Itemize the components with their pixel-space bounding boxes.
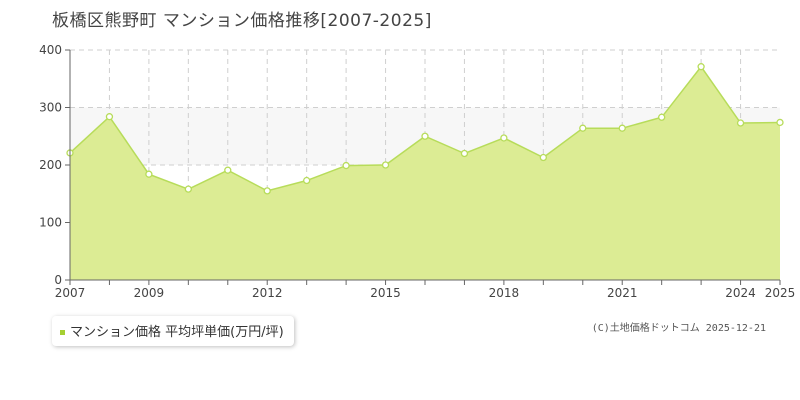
x-tick-label: 2025 — [765, 286, 796, 300]
x-tick-label: 2024 — [725, 286, 756, 300]
data-point — [224, 166, 232, 174]
data-point — [776, 118, 784, 127]
data-point — [697, 63, 705, 71]
x-tick-labels: 2007 2009 2012 2015 2018 2021 2024 2025 — [55, 286, 796, 300]
x-tick-label: 2015 — [370, 286, 401, 300]
y-tick-label: 300 — [39, 101, 62, 115]
data-point — [579, 124, 587, 132]
data-point — [342, 161, 350, 170]
legend: マンション価格 平均坪単価(万円/坪) — [52, 316, 294, 346]
data-point — [263, 187, 271, 195]
y-tick-label: 100 — [39, 216, 62, 230]
data-point — [539, 153, 547, 162]
x-tick-label: 2009 — [134, 286, 165, 300]
data-point — [105, 113, 114, 121]
axes — [65, 49, 781, 285]
data-points — [66, 63, 784, 195]
copyright-text: (C)土地価格ドットコム 2025-12-21 — [591, 323, 766, 334]
y-tick-label: 0 — [54, 273, 62, 287]
data-point — [381, 161, 390, 169]
data-point — [658, 113, 666, 121]
x-tick-label: 2018 — [489, 286, 520, 300]
data-point — [500, 134, 508, 142]
x-tick-label: 2012 — [252, 286, 283, 300]
legend-label: マンション価格 平均坪単価(万円/坪) — [70, 325, 284, 340]
data-point — [184, 185, 192, 193]
data-point — [618, 124, 626, 132]
y-tick-label: 400 — [39, 43, 62, 57]
data-point — [421, 132, 429, 140]
data-point — [736, 119, 745, 127]
data-point — [460, 149, 469, 158]
legend-marker — [60, 330, 65, 335]
y-tick-labels: 0 100 200 300 400 — [39, 43, 62, 287]
chart-title: 板橋区熊野町 マンション価格推移[2007-2025] — [52, 11, 432, 31]
data-point — [145, 170, 153, 178]
x-tick-label: 2021 — [607, 286, 638, 300]
data-point — [303, 176, 311, 185]
y-tick-label: 200 — [39, 158, 62, 172]
area-fill — [70, 66, 780, 280]
x-tick-label: 2007 — [55, 286, 86, 300]
